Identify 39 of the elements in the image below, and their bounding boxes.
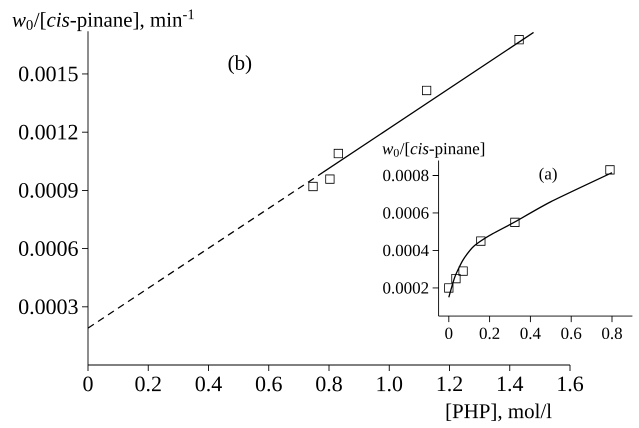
y-tick-label: 0.0002 [383,282,428,294]
x-tick-label: 0.8 [602,328,622,340]
point [451,274,461,284]
point [605,165,615,174]
y-tick-label: 0.0008 [383,170,428,182]
x-tick-label: 0.2 [135,376,161,392]
y-tick-label: 0.0009 [19,182,78,198]
point [325,174,335,184]
point [422,86,432,96]
y-axis-title: w$_{0}$/[cis-pinane], min$^{-1}$ [12,9,194,32]
x-tick-label: 0.6 [256,376,282,392]
y-tick-label: 0.0012 [19,124,78,140]
y-tick-label: 0.0003 [19,299,78,314]
point [510,218,520,227]
x-tick-label: 0 [445,328,452,340]
y-axis-title: w$_{0}$/[cis-pinane] [382,142,484,158]
annotation: (b) [228,55,252,74]
x-tick-label: 0.2 [480,328,500,340]
y-tick-label: 0.0006 [19,241,78,256]
point [334,148,343,158]
x-tick-label: 0.4 [520,328,541,340]
x-tick-label: 1.0 [377,376,402,392]
x-tick-label: 1.4 [498,376,524,392]
x-tick-label: 0.4 [196,376,222,392]
x-tick-label: 0.6 [561,328,582,340]
x-axis-title: [PHP], mol/l [446,404,552,422]
x-tick-label: 0.8 [316,376,342,392]
y-tick-label: 0.0006 [383,207,429,219]
point [458,266,468,276]
y-tick-label: 0.0004 [383,244,429,256]
annotation: (a) [539,168,557,183]
point [444,283,454,293]
point [476,236,486,246]
x-tick-label: 0 [83,376,93,392]
y-tick-label: 0.0015 [19,66,78,82]
point [308,182,318,192]
x-tick-label: 1.2 [438,376,462,392]
x-tick-label: 1.6 [558,376,584,392]
point [514,35,524,44]
